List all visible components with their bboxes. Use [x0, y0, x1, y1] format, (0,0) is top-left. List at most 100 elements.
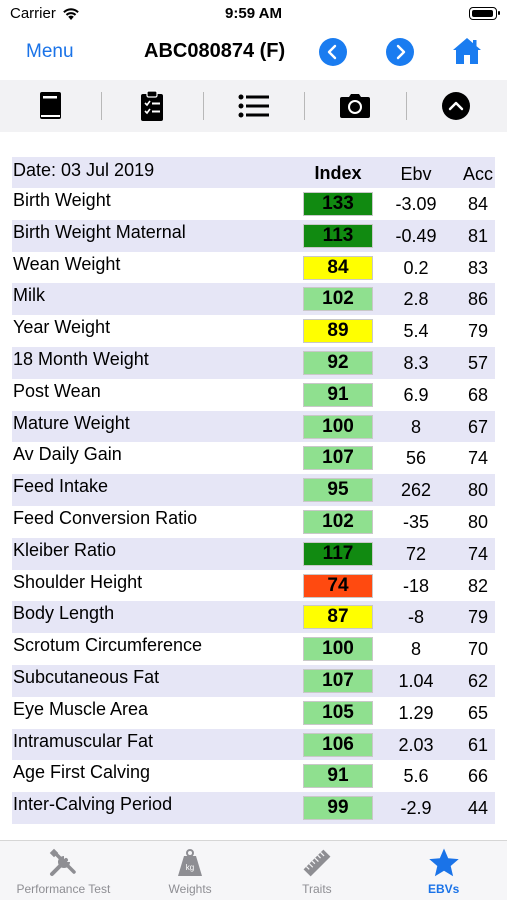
star-icon — [428, 847, 460, 879]
tab-weights[interactable]: kg Weights — [127, 841, 254, 900]
table-row: Birth Weight 133 -3.09 84 — [12, 188, 495, 220]
status-carrier: Carrier — [10, 5, 80, 22]
table-row: Scrotum Circumference 100 8 70 — [12, 633, 495, 665]
list-button[interactable] — [202, 80, 304, 132]
trait-name: Post Wean — [13, 380, 101, 401]
index-value: 100 — [303, 414, 373, 439]
ebv-value: -3.09 — [395, 194, 437, 214]
clipboard-button[interactable] — [101, 80, 202, 132]
weight-unit: kg — [186, 863, 194, 872]
trait-name: Birth Weight — [13, 190, 111, 210]
acc-value: 81 — [467, 225, 489, 246]
home-icon — [453, 38, 481, 64]
tab-traits[interactable]: Traits — [254, 841, 381, 900]
ebv-table: Date: 03 Jul 2019 Index Ebv Acc Birth We… — [12, 157, 495, 824]
table-row: Birth Weight Maternal 113 -0.49 81 — [12, 219, 495, 252]
ebv-value: 5.6 — [403, 766, 429, 787]
acc-value: 80 — [467, 480, 489, 501]
book-icon — [39, 92, 61, 119]
previous-button[interactable] — [319, 38, 347, 66]
home-button[interactable] — [452, 36, 482, 66]
collapse-button[interactable] — [405, 80, 507, 132]
ebv-value: 8 — [410, 639, 421, 660]
next-button[interactable] — [386, 38, 414, 66]
status-bar: Carrier 9:59 AM — [0, 0, 507, 28]
acc-value: 84 — [467, 194, 489, 214]
trait-name: Eye Muscle Area — [13, 698, 149, 719]
acc-value: 66 — [467, 766, 489, 787]
acc-value: 65 — [467, 702, 489, 723]
acc-value: 44 — [467, 798, 489, 819]
index-value: 105 — [303, 700, 373, 725]
ruler-icon — [301, 847, 333, 879]
index-value: 133 — [303, 192, 373, 216]
ebv-value: -8 — [407, 607, 424, 628]
wifi-icon — [63, 7, 79, 20]
acc-value: 61 — [467, 734, 489, 755]
index-value: 84 — [303, 255, 373, 280]
trait-name: Intramuscular Fat — [13, 730, 154, 751]
trait-name: Shoulder Height — [13, 571, 143, 592]
tab-label: Traits — [302, 882, 332, 896]
ebv-value: 8 — [410, 416, 421, 437]
navigation-bar: Menu ABC080874 (F) — [0, 28, 507, 76]
table-row: Kleiber Ratio 117 72 74 — [12, 537, 495, 570]
trait-name: Wean Weight — [13, 253, 121, 274]
chevron-right-icon — [396, 44, 406, 60]
ebv-value: -2.9 — [400, 798, 432, 819]
acc-value: 67 — [467, 416, 489, 437]
tab-bar: Performance Test kg Weights Traits — [0, 840, 507, 900]
index-value: 117 — [303, 541, 373, 566]
table-row: Milk 102 2.8 86 — [12, 283, 495, 316]
tab-label: Performance Test — [16, 882, 111, 896]
tab-label: Weights — [168, 882, 212, 896]
index-value: 100 — [303, 637, 373, 662]
trait-name: Av Daily Gain — [13, 444, 122, 465]
trait-name: Body Length — [13, 603, 115, 624]
tab-label: EBVs — [427, 882, 460, 896]
camera-button[interactable] — [304, 80, 405, 132]
index-value: 102 — [303, 509, 373, 534]
table-row: Feed Intake 95 262 80 — [12, 474, 495, 506]
index-value: 99 — [303, 796, 373, 821]
battery-icon — [469, 7, 500, 20]
ebv-value: 1.04 — [398, 670, 434, 691]
table-row: Body Length 87 -8 79 — [12, 601, 495, 634]
index-value: 107 — [303, 446, 373, 471]
table-row: Year Weight 89 5.4 79 — [12, 315, 495, 347]
chevron-left-icon — [327, 44, 337, 60]
carrier-label: Carrier — [10, 5, 56, 22]
trait-name: Kleiber Ratio — [13, 539, 117, 560]
trait-name: Mature Weight — [13, 412, 130, 433]
page-title: ABC080874 (F) — [144, 40, 286, 62]
acc-value: 80 — [467, 511, 489, 532]
ebv-value: 72 — [405, 543, 427, 564]
ebv-value: 6.9 — [403, 384, 429, 405]
trait-name: Age First Calving — [13, 762, 151, 783]
ebv-value: -35 — [402, 511, 429, 532]
table-row: Eye Muscle Area 105 1.29 65 — [12, 697, 495, 729]
toolbar — [0, 80, 507, 132]
date-label: Date: 03 Jul 2019 — [13, 160, 155, 180]
column-header-index: Index — [314, 163, 362, 183]
table-row: Subcutaneous Fat 107 1.04 62 — [12, 664, 495, 697]
list-icon — [238, 94, 269, 118]
table-row: Post Wean 91 6.9 68 — [12, 379, 495, 411]
index-value: 87 — [303, 605, 373, 630]
trait-name: Inter-Calving Period — [13, 794, 173, 815]
table-row: Wean Weight 84 0.2 83 — [12, 252, 495, 284]
book-button[interactable] — [0, 80, 101, 132]
acc-value: 57 — [467, 352, 489, 373]
tab-ebvs[interactable]: EBVs — [380, 841, 507, 900]
trait-name: Milk — [13, 285, 45, 306]
trait-name: Feed Intake — [13, 476, 109, 497]
index-value: 113 — [303, 223, 373, 248]
table-row: Av Daily Gain 107 56 74 — [12, 442, 495, 474]
acc-value: 62 — [467, 670, 489, 691]
menu-button[interactable]: Menu — [26, 41, 74, 62]
tab-performance-test[interactable]: Performance Test — [0, 841, 127, 900]
index-value: 92 — [303, 350, 373, 375]
ebv-value: 2.03 — [398, 734, 434, 755]
trait-name: Year Weight — [13, 317, 111, 338]
table-row: Shoulder Height 74 -18 82 — [12, 570, 495, 602]
